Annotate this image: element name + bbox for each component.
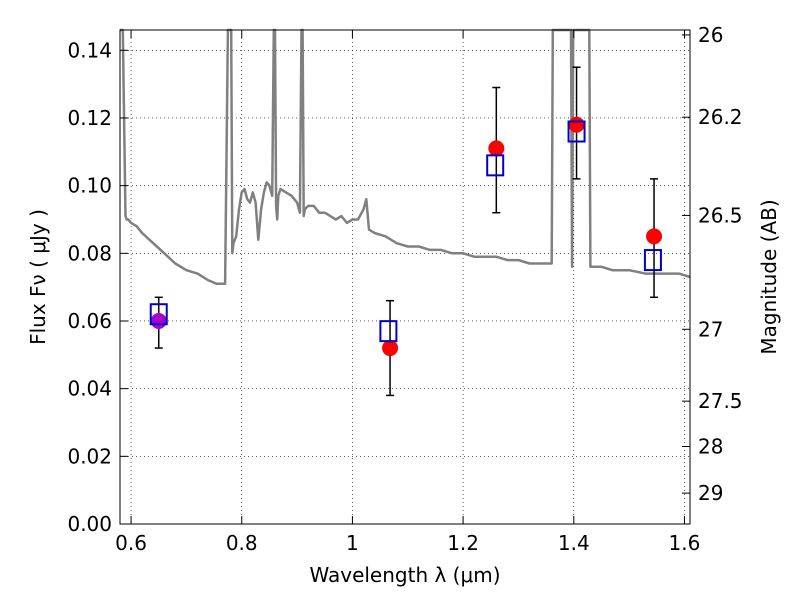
y-tick-label: 0.00 xyxy=(67,512,112,536)
x-tick-label: 0.8 xyxy=(226,531,258,555)
y-tick-label: 0.12 xyxy=(67,106,112,130)
model-flux-square xyxy=(486,154,505,177)
data-points xyxy=(149,66,663,397)
mag-tick-label: 28 xyxy=(698,434,723,458)
template-sed xyxy=(120,28,691,286)
y-tick-label: 0.08 xyxy=(67,241,112,265)
model-flux-square xyxy=(149,303,168,326)
mag-tick-label: 26.2 xyxy=(698,105,743,129)
flux-point-observed xyxy=(382,340,399,357)
mag-tick-label: 26 xyxy=(698,23,723,47)
y-tick-label: 0.04 xyxy=(67,377,112,401)
y-axis-right-label: Magnitude (AB) xyxy=(757,199,781,354)
model-flux-square xyxy=(567,120,586,143)
flux-point-observed xyxy=(488,140,505,157)
y-axis-label: Flux Fν ( μJy ) xyxy=(26,209,50,345)
mag-tick-label: 27.5 xyxy=(698,389,743,413)
x-tick-label: 1.2 xyxy=(447,531,479,555)
grid xyxy=(120,30,690,525)
y-tick-label: 0.10 xyxy=(67,174,112,198)
flux-point-observed xyxy=(646,228,663,245)
flux-point-observed xyxy=(568,116,585,133)
axis-ticks: 0.6 0.8 1 1.2 1.4 1.6 0.00 0.02 0.04 0.06 0.08 0.10… xyxy=(67,23,742,555)
model-flux-square xyxy=(379,320,398,343)
y-tick-label: 0.14 xyxy=(67,38,112,62)
x-tick-label: 1.6 xyxy=(669,531,701,555)
mag-tick-label: 27 xyxy=(698,317,723,341)
template-sed-line xyxy=(120,28,691,286)
x-tick-label: 0.6 xyxy=(115,531,147,555)
x-tick-label: 1.4 xyxy=(558,531,590,555)
x-tick-label: 1 xyxy=(346,531,359,555)
flux-point-observed xyxy=(150,312,167,329)
model-flux-square xyxy=(643,249,662,272)
y-tick-label: 0.06 xyxy=(67,309,112,333)
mag-tick-label: 29 xyxy=(698,481,723,505)
mag-tick-label: 26.5 xyxy=(698,203,743,227)
x-axis-label: Wavelength λ (μm) xyxy=(309,563,500,587)
y-tick-label: 0.02 xyxy=(67,444,112,468)
plot-frame xyxy=(119,29,691,525)
